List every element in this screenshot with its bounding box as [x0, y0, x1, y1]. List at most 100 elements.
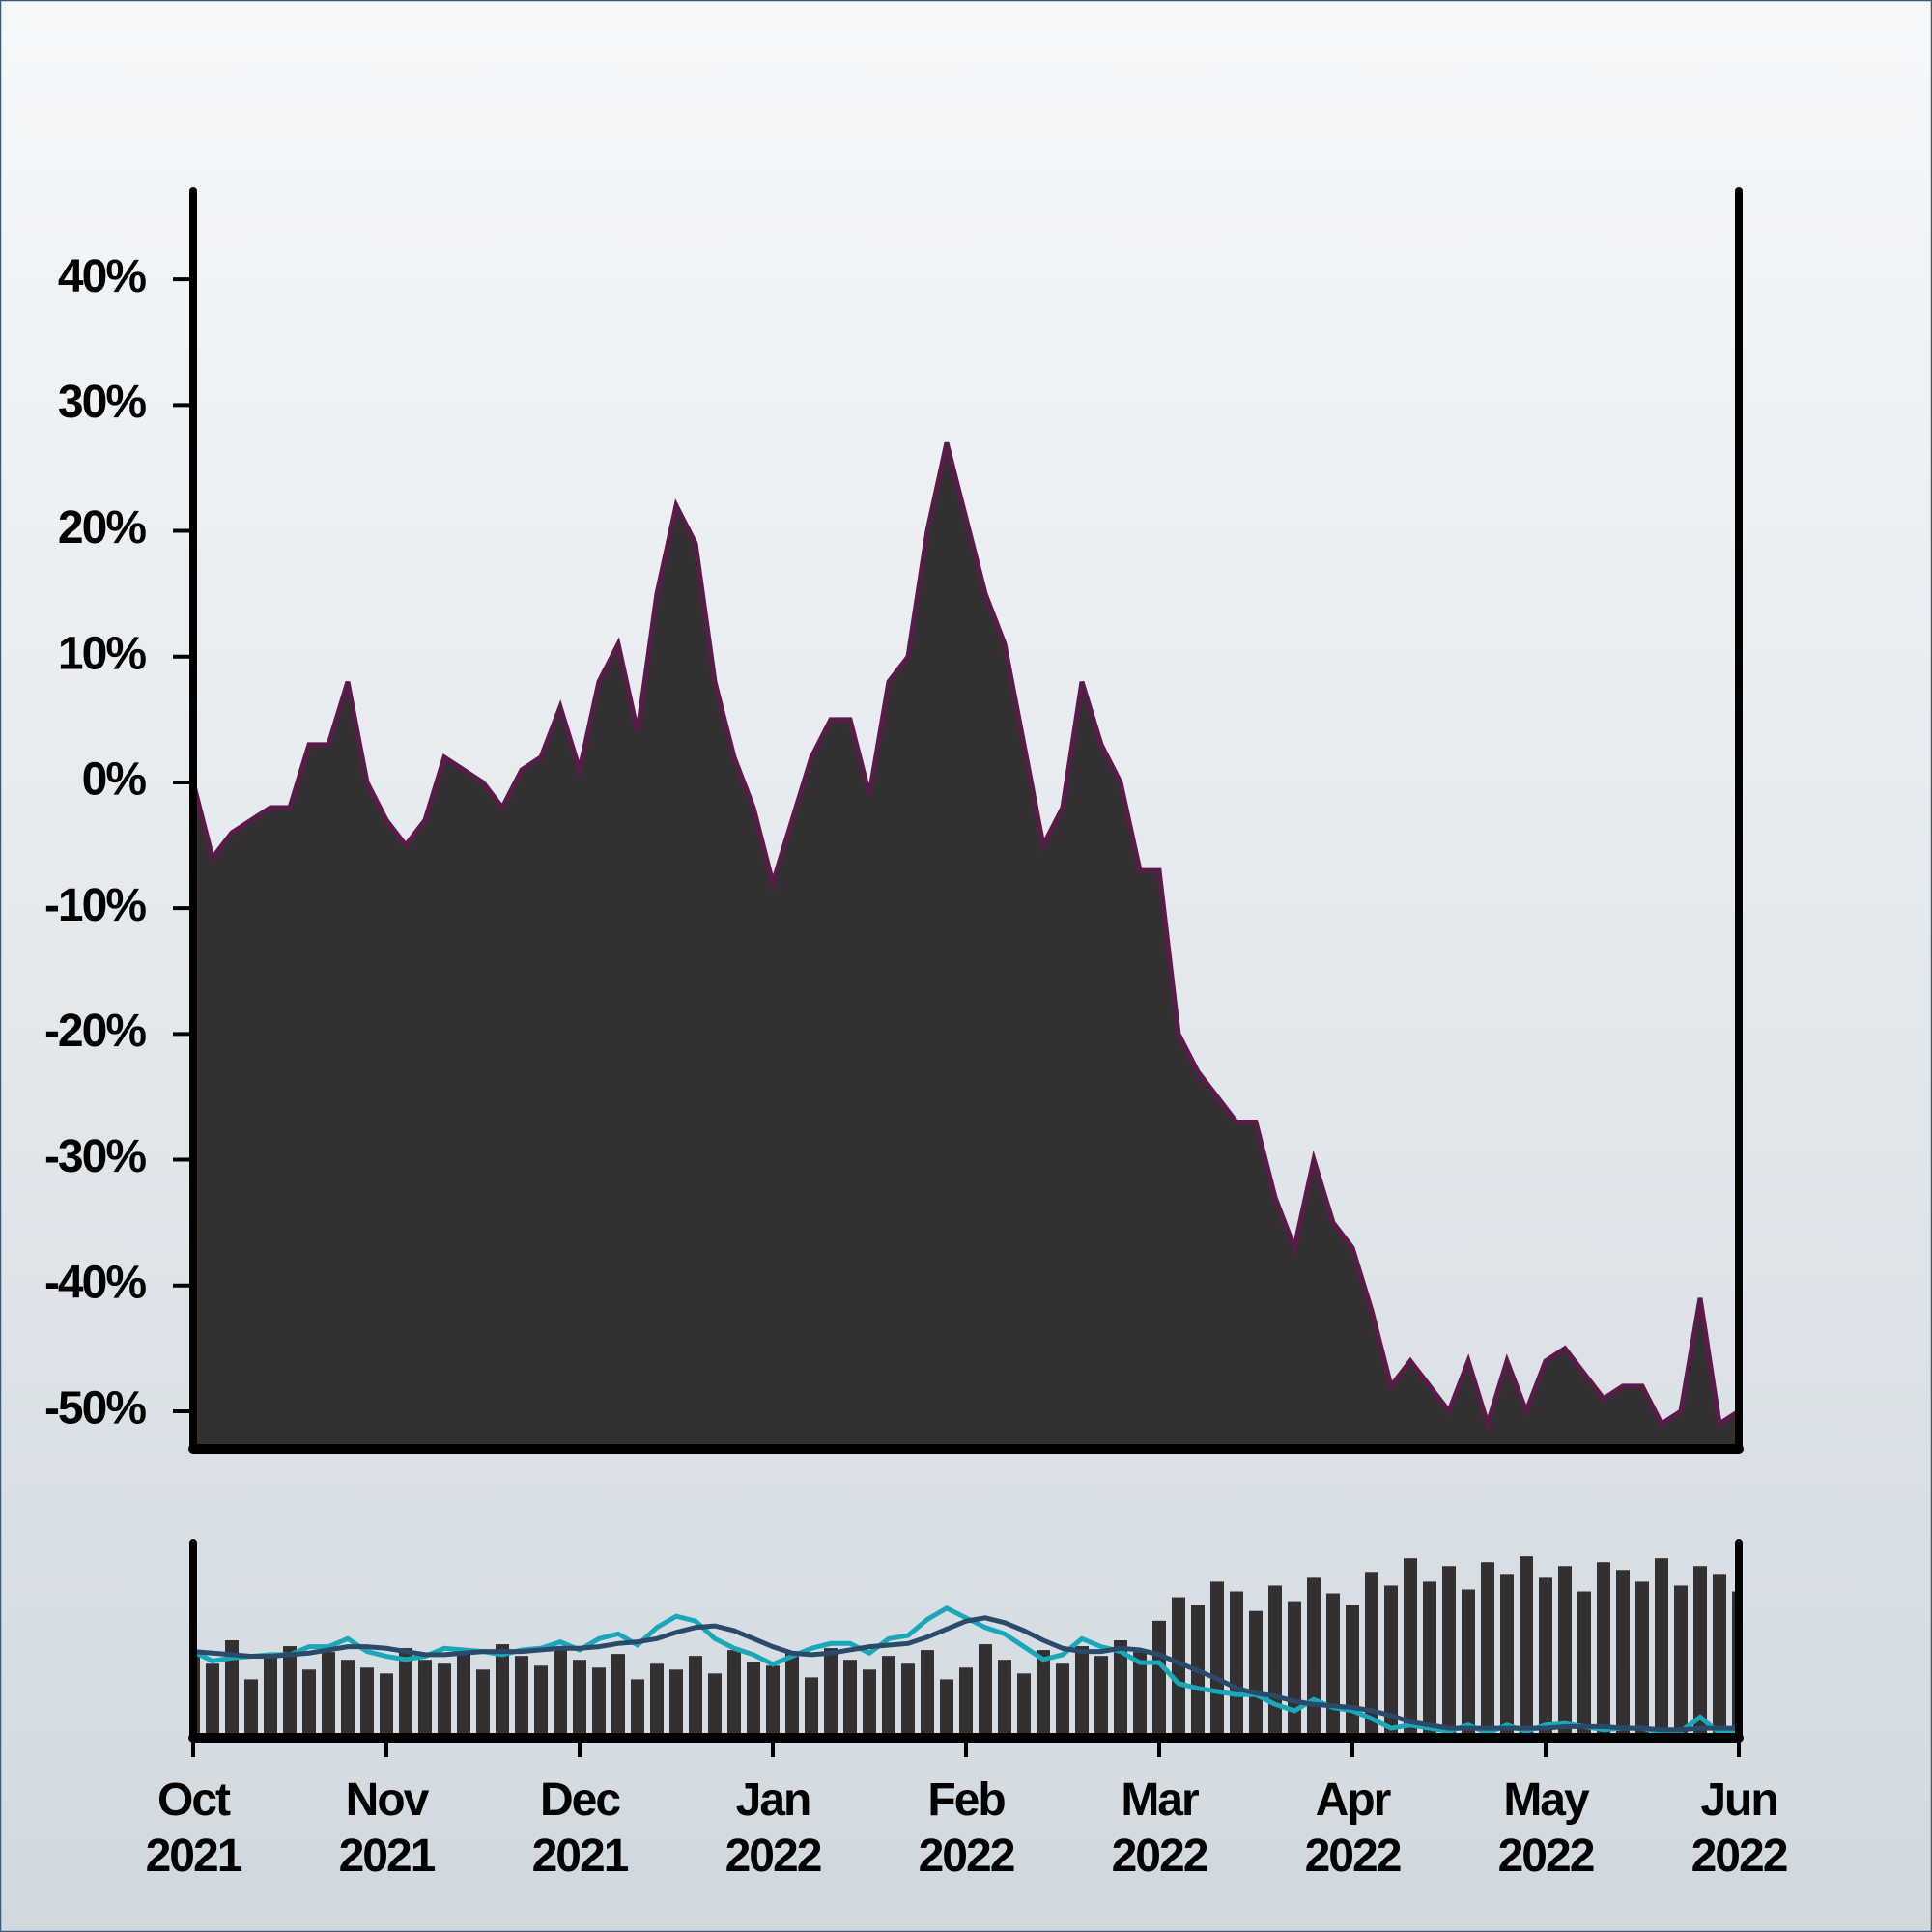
- x-tick-label-line: 2022: [1691, 1831, 1787, 1882]
- volume-bar: [1307, 1577, 1321, 1738]
- volume-bar: [341, 1660, 355, 1738]
- volume-bar: [244, 1679, 258, 1738]
- volume-bar: [708, 1673, 722, 1738]
- y-tick-label: 20%: [58, 502, 146, 554]
- x-tick-label-line: 2022: [1305, 1831, 1401, 1882]
- volume-bar: [611, 1654, 625, 1738]
- volume-bar: [360, 1667, 374, 1738]
- volume-bar: [1693, 1566, 1707, 1738]
- x-tick-label: Nov 2021: [339, 1775, 436, 1882]
- x-tick-label-line: Jun: [1700, 1775, 1776, 1826]
- volume-bar: [1423, 1581, 1436, 1738]
- x-tick-label-line: Apr: [1316, 1775, 1391, 1826]
- x-tick-label: Oct 2021: [146, 1775, 242, 1882]
- x-tick-label-line: 2022: [1112, 1831, 1208, 1882]
- volume-bar: [1288, 1601, 1301, 1738]
- volume-bar: [1326, 1593, 1340, 1738]
- volume-bar: [979, 1644, 992, 1738]
- volume-bar: [1713, 1574, 1726, 1738]
- volume-bar: [264, 1656, 277, 1738]
- volume-bar: [1056, 1663, 1069, 1738]
- y-tick-label: -50%: [44, 1383, 146, 1435]
- volume-bar: [1152, 1620, 1166, 1738]
- x-tick-label-line: Mar: [1121, 1775, 1199, 1826]
- volume-bar: [1017, 1673, 1031, 1738]
- volume-bar: [882, 1656, 895, 1738]
- x-tick-label-line: Nov: [346, 1775, 430, 1826]
- x-tick-label-line: 2022: [725, 1831, 821, 1882]
- volume-bar: [438, 1663, 451, 1738]
- volume-bar: [650, 1663, 664, 1738]
- volume-bar: [1210, 1581, 1224, 1738]
- x-tick-label-line: Jan: [736, 1775, 810, 1826]
- x-tick-label-line: 2022: [919, 1831, 1014, 1882]
- volume-bar: [1404, 1558, 1417, 1738]
- volume-bar: [1384, 1585, 1398, 1738]
- volume-bar: [515, 1656, 528, 1738]
- volume-bar: [747, 1662, 760, 1738]
- y-tick-label: -40%: [44, 1257, 146, 1308]
- volume-bar: [322, 1652, 335, 1738]
- volume-bar: [1114, 1640, 1127, 1738]
- volume-bar: [824, 1648, 838, 1738]
- x-tick-label: Apr 2022: [1305, 1775, 1401, 1882]
- volume-bar: [1558, 1566, 1572, 1738]
- volume-bar: [940, 1679, 953, 1738]
- volume-bar: [1442, 1566, 1456, 1738]
- x-tick-label-line: 2021: [532, 1831, 629, 1882]
- x-tick-label-line: 2021: [339, 1831, 436, 1882]
- volume-bar: [727, 1650, 741, 1738]
- volume-bar: [1616, 1570, 1630, 1738]
- volume-bar: [805, 1677, 818, 1738]
- volume-bar: [554, 1650, 567, 1738]
- volume-bar: [901, 1663, 915, 1738]
- y-tick-label: 0%: [82, 754, 147, 806]
- volume-bar: [1539, 1577, 1552, 1738]
- volume-bar: [1249, 1610, 1263, 1738]
- volume-bar: [766, 1665, 780, 1738]
- volume-bar: [496, 1644, 509, 1738]
- x-tick-label-line: 2022: [1498, 1831, 1594, 1882]
- volume-bar: [206, 1663, 219, 1738]
- y-tick-label: 40%: [58, 251, 146, 302]
- smoothed-line: [193, 1615, 1739, 1733]
- x-tick-label: Jun 2022: [1691, 1775, 1787, 1882]
- x-tick-label-line: 2021: [146, 1831, 242, 1882]
- line: [193, 441, 1739, 1433]
- volume-bar: [689, 1656, 702, 1738]
- volume-bar: [380, 1673, 393, 1738]
- volume-bar: [457, 1652, 470, 1738]
- x-tick-label: Feb 2022: [919, 1775, 1014, 1882]
- x-tick-label: Dec 2021: [532, 1775, 629, 1882]
- volume-bar: [1655, 1558, 1668, 1738]
- volume-bar: [1500, 1574, 1514, 1738]
- volume-bar: [1037, 1650, 1050, 1738]
- volume-bar: [1268, 1585, 1282, 1738]
- volume-bar: [959, 1667, 973, 1738]
- volume-bar: [863, 1669, 876, 1738]
- volume-bar: [998, 1660, 1011, 1738]
- volume-bar: [534, 1665, 548, 1738]
- volume-bar: [1674, 1585, 1688, 1738]
- y-tick-label: -20%: [44, 1006, 146, 1057]
- volume-bar: [1133, 1652, 1147, 1738]
- x-tick-label: Jan 2022: [725, 1775, 821, 1882]
- volume-bar: [1094, 1656, 1108, 1738]
- volume-bar: [785, 1652, 799, 1738]
- volume-bar: [592, 1667, 606, 1738]
- volume-bar: [1597, 1562, 1610, 1738]
- volume-bar: [921, 1650, 934, 1738]
- volume-bar: [418, 1660, 432, 1738]
- volume-bar: [302, 1669, 316, 1738]
- volume-bar: [1520, 1556, 1533, 1738]
- volume-bar: [399, 1648, 412, 1738]
- volume-bar: [476, 1669, 490, 1738]
- volume-bar: [1462, 1589, 1475, 1738]
- y-tick-label: -10%: [44, 880, 146, 931]
- x-tick-label-line: May: [1503, 1775, 1590, 1826]
- area: [193, 442, 1739, 1449]
- volume-bar: [225, 1640, 239, 1738]
- x-tick-label-line: Dec: [540, 1775, 620, 1826]
